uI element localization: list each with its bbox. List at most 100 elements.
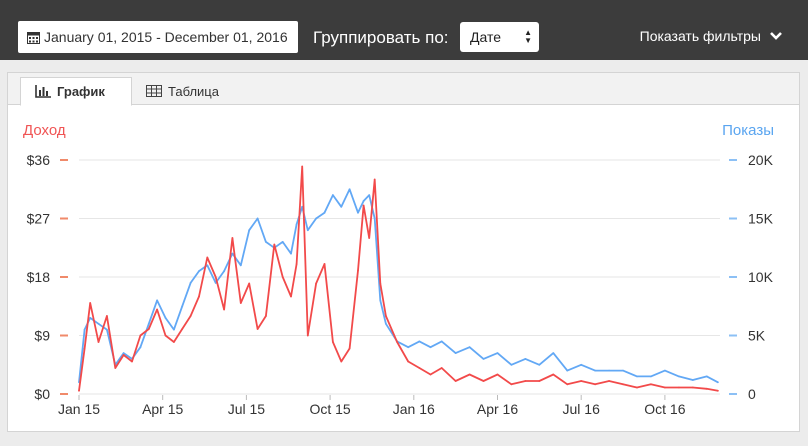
revenue-data-point [315,282,317,285]
revenue-data-point [396,341,398,343]
x-tick-label: Oct 15 [309,401,350,417]
date-range-picker[interactable]: January 01, 2015 - December 01, 2016 [18,21,298,53]
impressions-data-point [97,322,100,325]
group-by-select[interactable]: Дате ▲ ▼ [460,22,539,52]
revenue-data-point [636,386,638,389]
view-tabs: График Таблица [8,73,799,106]
revenue-data-point [147,328,150,330]
revenue-data-point [323,263,326,265]
revenue-data-point [223,308,226,311]
impressions-data-point [223,270,226,272]
calendar-icon [27,31,40,44]
revenue-data-point [273,243,276,246]
x-tick-label: Apr 15 [142,401,183,417]
impressions-data-point [650,375,652,378]
revenue-data-point [608,380,610,382]
impressions-data-point [173,328,175,331]
impressions-data-point [106,328,108,331]
impressions-data-point [622,369,624,372]
impressions-data-point [164,317,167,319]
select-arrows-icon: ▲ ▼ [524,28,532,45]
impressions-data-point [189,282,192,284]
impressions-data-point [368,194,371,197]
revenue-data-point [139,334,142,337]
tab-table-label: Таблица [168,83,219,99]
date-range-text: January 01, 2015 - December 01, 2016 [44,29,288,45]
revenue-data-point [664,386,666,389]
revenue-data-point [83,347,86,350]
left-tick-label: $9 [34,328,50,344]
revenue-data-point [580,380,583,382]
revenue-data-point [373,178,376,181]
impressions-data-point [608,369,610,372]
revenue-data-point [114,367,117,369]
revenue-data-point [106,315,108,317]
toolbar: January 01, 2015 - December 01, 2016 Гру… [0,0,808,60]
left-axis-label: Доход [23,122,66,139]
impressions-data-point [664,369,666,372]
impressions-data-point [323,211,326,214]
impressions-data-point [340,205,343,208]
revenue-data-point [429,373,432,376]
impressions-data-point [524,358,527,360]
revenue-data-point [301,165,304,168]
impressions-data-point [717,381,719,384]
impressions-data-point [281,241,284,243]
tab-table[interactable]: Таблица [132,77,232,105]
revenue-data-point [239,302,242,304]
impressions-data-point [265,241,267,243]
impressions-data-point [89,317,92,319]
impressions-data-point [429,346,432,349]
impressions-data-point [348,188,351,191]
right-tick-label: 15K [748,211,774,227]
show-filters-button[interactable]: Показать фильтры [640,28,783,44]
left-tick-label: $27 [27,211,51,227]
chevron-down-icon [770,32,782,40]
revenue-data-point [89,302,92,304]
revenue-data-point [650,383,652,386]
revenue-data-point [407,360,410,363]
revenue-data-point [97,341,100,343]
revenue-data-point [552,373,555,376]
revenue-data-point [281,276,284,278]
impressions-data-point [122,352,125,354]
impressions-data-point [362,200,365,202]
revenue-data-point [332,341,334,343]
impressions-data-point [239,264,242,267]
x-tick-label: Jul 15 [228,401,266,417]
impressions-data-point [482,358,485,360]
revenue-data-point [290,295,292,298]
revenue-data-point [440,367,443,369]
revenue-data-point [181,328,184,330]
revenue-data-point [206,256,209,259]
revenue-data-point [78,389,80,392]
impressions-data-point [510,363,513,366]
x-tick-label: Oct 16 [644,401,685,417]
revenue-data-point [691,386,694,389]
revenue-data-point [189,315,192,317]
impressions-data-point [156,299,159,302]
revenue-data-point [622,383,624,386]
tab-chart-label: График [57,84,105,99]
impressions-data-point [373,217,376,220]
revenue-data-point [594,383,596,386]
revenue-data-point [348,347,351,350]
impressions-series-line [78,188,719,384]
impressions-data-point [566,369,569,372]
x-tick-label: Jul 16 [563,401,601,417]
impressions-data-point [705,375,708,378]
impressions-data-point [147,322,150,325]
impressions-data-point [385,322,387,325]
right-axis-label: Показы [722,122,774,139]
revenue-data-point [566,383,569,386]
impressions-data-point [214,282,217,284]
left-tick-label: $36 [27,152,51,168]
revenue-data-point [468,373,471,376]
right-tick-label: 10K [748,269,774,285]
bar-chart-icon [35,85,51,98]
revenue-data-point [678,386,680,389]
impressions-data-point [440,340,443,343]
impressions-data-point [594,369,596,372]
tab-chart[interactable]: График [20,77,132,106]
